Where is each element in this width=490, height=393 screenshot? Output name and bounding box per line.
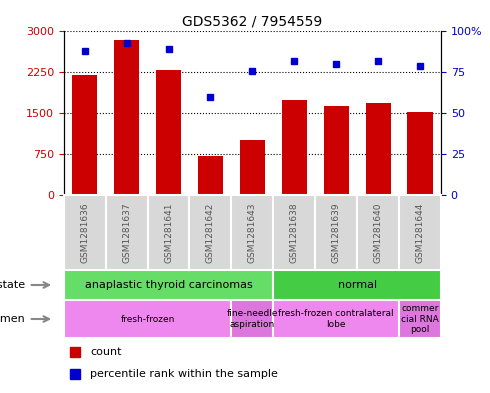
Bar xyxy=(408,112,433,195)
FancyBboxPatch shape xyxy=(231,195,273,270)
Text: count: count xyxy=(90,347,122,357)
FancyBboxPatch shape xyxy=(273,270,441,300)
FancyBboxPatch shape xyxy=(147,195,190,270)
Bar xyxy=(282,99,307,195)
Text: GSM1281640: GSM1281640 xyxy=(373,202,383,263)
FancyBboxPatch shape xyxy=(190,195,231,270)
FancyBboxPatch shape xyxy=(357,195,399,270)
Text: GSM1281641: GSM1281641 xyxy=(164,202,173,263)
FancyBboxPatch shape xyxy=(64,270,273,300)
Bar xyxy=(366,103,391,195)
Bar xyxy=(198,156,223,195)
Text: fresh-frozen contralateral
lobe: fresh-frozen contralateral lobe xyxy=(278,309,394,329)
FancyBboxPatch shape xyxy=(399,195,441,270)
Text: GSM1281637: GSM1281637 xyxy=(122,202,131,263)
Bar xyxy=(72,75,97,195)
Text: percentile rank within the sample: percentile rank within the sample xyxy=(90,369,278,379)
Title: GDS5362 / 7954559: GDS5362 / 7954559 xyxy=(182,15,322,29)
Bar xyxy=(156,70,181,195)
Bar xyxy=(240,140,265,195)
FancyBboxPatch shape xyxy=(399,300,441,338)
FancyBboxPatch shape xyxy=(64,300,231,338)
Bar xyxy=(323,106,349,195)
Text: GSM1281643: GSM1281643 xyxy=(248,202,257,263)
FancyBboxPatch shape xyxy=(231,300,273,338)
Text: fresh-frozen: fresh-frozen xyxy=(121,314,175,323)
FancyBboxPatch shape xyxy=(273,195,315,270)
Text: commer
cial RNA
pool: commer cial RNA pool xyxy=(401,304,439,334)
Text: GSM1281638: GSM1281638 xyxy=(290,202,299,263)
FancyBboxPatch shape xyxy=(273,300,399,338)
FancyBboxPatch shape xyxy=(64,195,106,270)
Text: GSM1281636: GSM1281636 xyxy=(80,202,89,263)
Text: fine-needle
aspiration: fine-needle aspiration xyxy=(226,309,278,329)
Text: GSM1281642: GSM1281642 xyxy=(206,202,215,263)
FancyBboxPatch shape xyxy=(315,195,357,270)
Text: GSM1281639: GSM1281639 xyxy=(332,202,341,263)
Text: specimen: specimen xyxy=(0,314,25,324)
Text: anaplastic thyroid carcinomas: anaplastic thyroid carcinomas xyxy=(85,280,252,290)
Text: disease state: disease state xyxy=(0,280,25,290)
Text: GSM1281644: GSM1281644 xyxy=(416,202,424,263)
Text: normal: normal xyxy=(338,280,377,290)
Bar xyxy=(114,40,139,195)
FancyBboxPatch shape xyxy=(106,195,147,270)
